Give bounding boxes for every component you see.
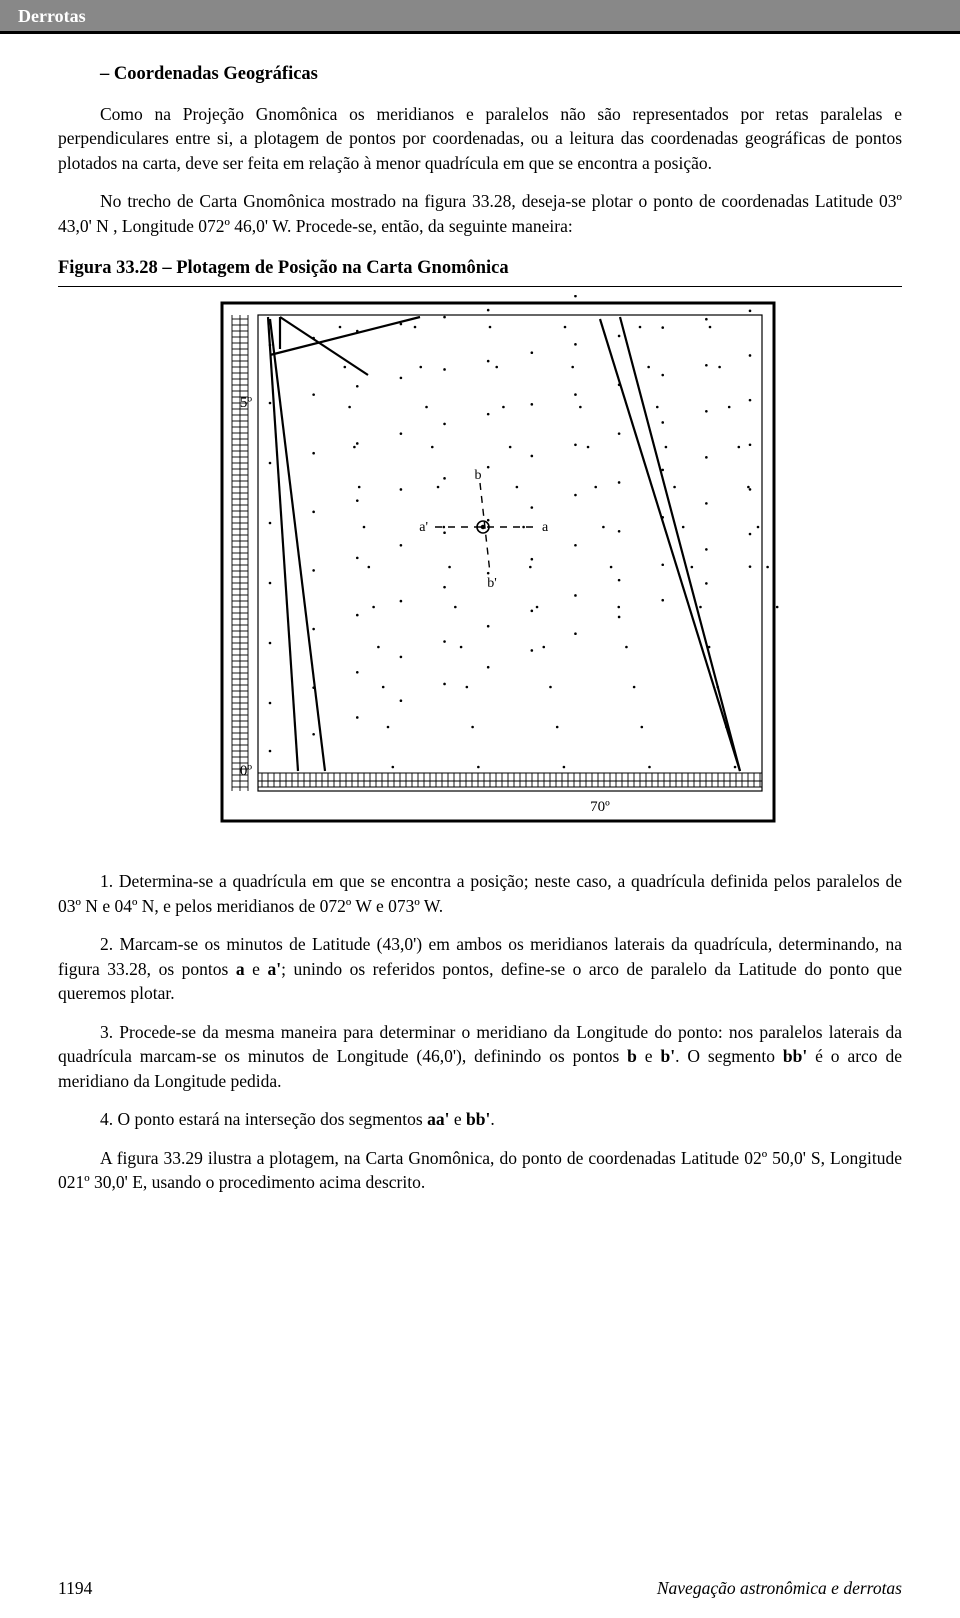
running-head-text: Derrotas xyxy=(18,6,86,26)
bold-a: a xyxy=(236,959,245,979)
bold-aa-prime: aa' xyxy=(427,1109,449,1129)
step-4-text-a: 4. O ponto estará na interseção dos segm… xyxy=(100,1109,427,1129)
step-1: 1. Determina-se a quadrícula em que se e… xyxy=(58,869,902,918)
step-2-text-b: e xyxy=(245,959,268,979)
bold-bb-prime: bb' xyxy=(783,1046,807,1066)
paragraph-2: No trecho de Carta Gnomônica mostrado na… xyxy=(58,189,902,238)
page-footer: 1194 Navegação astronômica e derrotas xyxy=(58,1576,902,1601)
page-number: 1194 xyxy=(58,1576,92,1601)
ylabel-5: 5º xyxy=(240,395,253,411)
label-a-prime: a' xyxy=(419,520,428,535)
figure-title: Figura 33.28 – Plotagem de Posição na Ca… xyxy=(58,256,902,287)
book-title: Navegação astronômica e derrotas xyxy=(657,1576,902,1601)
paragraph-last: A figura 33.29 ilustra a plotagem, na Ca… xyxy=(58,1146,902,1195)
label-b: b xyxy=(475,468,482,483)
xlabel-70: 70º xyxy=(590,799,610,815)
step-4-text-c: . xyxy=(490,1109,494,1129)
bold-a-prime: a' xyxy=(267,959,281,979)
figure-bg xyxy=(180,295,780,855)
paragraph-1: Como na Projeção Gnomônica os meridianos… xyxy=(58,102,902,176)
bold-bb-prime-2: bb' xyxy=(466,1109,490,1129)
step-4-text-b: e xyxy=(449,1109,466,1129)
label-b-prime: b' xyxy=(487,576,497,591)
step-2: 2. Marcam-se os minutos de Latitude (43,… xyxy=(58,932,902,1006)
figure-gnomonic-chart: a' a b b' 5º 0º 70º xyxy=(180,295,780,855)
step-3-text-b: e xyxy=(637,1046,661,1066)
step-3-text-c: . O segmento xyxy=(675,1046,783,1066)
running-head-bar: Derrotas xyxy=(0,0,960,34)
bold-b-prime: b' xyxy=(660,1046,675,1066)
label-a: a xyxy=(542,520,549,535)
subheading: – Coordenadas Geográficas xyxy=(100,62,902,88)
ylabel-0: 0º xyxy=(240,763,253,779)
figure-wrap: a' a b b' 5º 0º 70º xyxy=(58,295,902,855)
step-3: 3. Procede-se da mesma maneira para dete… xyxy=(58,1020,902,1094)
page: Derrotas – Coordenadas Geográficas Como … xyxy=(0,0,960,1618)
bold-b: b xyxy=(627,1046,637,1066)
step-4: 4. O ponto estará na interseção dos segm… xyxy=(58,1107,902,1132)
